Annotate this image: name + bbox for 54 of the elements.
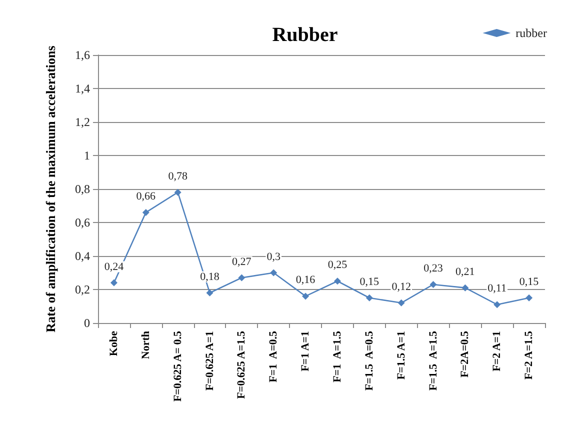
- data-label: 0,78: [168, 170, 188, 182]
- data-label: 0,3: [266, 250, 281, 263]
- x-tick-label: Kobe: [108, 330, 120, 356]
- point: [494, 301, 501, 308]
- x-tick-label: F=1.5 A=0.5: [363, 330, 376, 391]
- x-tick-label: F=1.5 A=1.5: [427, 330, 440, 391]
- x-tick-label: F=1 A=1.5: [331, 330, 344, 382]
- point: [238, 274, 246, 282]
- y-tick-label: 1,4: [75, 82, 90, 96]
- data-label: 0,18: [200, 270, 220, 283]
- y-tick-label: 0,4: [75, 249, 90, 263]
- point: [174, 188, 182, 196]
- x-tick-label: F=2 A=1.5: [523, 330, 536, 380]
- x-tick-label: F=2A=0.5: [459, 330, 472, 378]
- x-tick-label: F=0.625 A=1: [204, 331, 216, 391]
- y-tick-label: 1,6: [75, 48, 90, 62]
- y-axis-title: Rate of amplification of the maximum accelerations: [43, 46, 58, 332]
- x-tick-label: F=2 A=1: [491, 331, 504, 372]
- x-tick-label: North: [140, 331, 152, 360]
- data-label: 0,12: [392, 280, 411, 293]
- x-tick-label: F=1.5 A=1: [395, 331, 408, 380]
- point: [430, 280, 437, 288]
- data-label: 0,21: [456, 266, 475, 278]
- point: [270, 269, 278, 276]
- y-tick-label: 1,2: [75, 115, 90, 129]
- point: [366, 294, 373, 302]
- x-tick-label: F=1 A=0.5: [268, 330, 280, 382]
- data-label: 0,16: [296, 274, 316, 286]
- x-tick-label: F=0.625 A=1.5: [236, 330, 248, 399]
- data-label: 0,27: [232, 256, 252, 268]
- point: [526, 294, 533, 302]
- y-tick-label: 0,2: [75, 282, 90, 296]
- y-tick-label: 0: [84, 316, 90, 330]
- chart-title: Rubber: [272, 24, 338, 46]
- data-label: 0,24: [104, 260, 124, 273]
- point: [334, 278, 341, 285]
- point: [398, 299, 405, 306]
- data-label: 0,11: [488, 282, 507, 295]
- y-tick-label: 1: [84, 148, 90, 162]
- data-label: 0,15: [360, 276, 380, 288]
- point: [206, 289, 214, 296]
- data-label: 0,15: [519, 276, 540, 288]
- y-tick-label: 0,6: [75, 216, 90, 230]
- x-tick-label: F=0.625 A= 0.5: [172, 330, 184, 402]
- data-label: 0,66: [136, 190, 156, 202]
- data-label: 0,25: [328, 259, 348, 272]
- legend-label: rubber: [516, 26, 548, 40]
- x-tick-label: F=1 A=1: [300, 331, 312, 372]
- point: [302, 292, 310, 300]
- data-label: 0,23: [424, 262, 444, 274]
- y-tick-label: 0,8: [75, 182, 90, 196]
- point: [142, 208, 150, 216]
- point: [462, 284, 469, 292]
- point: [110, 279, 118, 286]
